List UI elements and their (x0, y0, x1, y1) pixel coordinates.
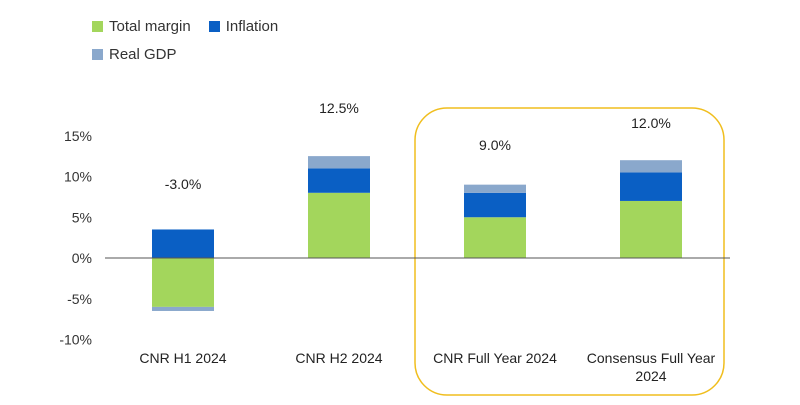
legend-item-total-margin: Total margin (92, 18, 191, 35)
y-tick-label: 10% (64, 169, 92, 185)
category-label: CNR H2 2024 (295, 350, 382, 366)
bar-segment-inflation (308, 168, 370, 193)
total-label: -3.0% (165, 176, 202, 192)
total-label: 9.0% (479, 137, 511, 153)
y-tick-label: 0% (72, 250, 92, 266)
y-tick-label: -5% (67, 291, 92, 307)
legend-item-inflation: Inflation (208, 17, 279, 35)
bar-segment-inflation (152, 229, 214, 258)
total-label: 12.5% (319, 100, 359, 116)
y-tick-label: 15% (64, 128, 92, 144)
bar-segment-total-margin (152, 258, 214, 307)
bar-segment-real-gdp (308, 156, 370, 169)
bar-segment-inflation (464, 192, 526, 218)
category-label: CNR Full Year 2024 (433, 350, 557, 366)
category-label: 2024 (635, 368, 666, 384)
y-tick-label: -10% (59, 332, 92, 348)
category-label: Consensus Full Year (587, 350, 716, 366)
legend-label-total-margin: Total margin (109, 17, 191, 35)
highlight-box (414, 107, 725, 396)
legend-item-real-gdp: Real GDP (92, 46, 177, 63)
category-label: CNR H1 2024 (139, 350, 226, 366)
bar-segment-real-gdp (620, 160, 682, 173)
bar-segment-total-margin (464, 217, 526, 258)
legend-swatch-inflation (208, 20, 220, 32)
legend-swatch-real-gdp (92, 48, 103, 60)
legend: Total margin Inflation Real GDP (92, 12, 296, 68)
legend-label-real-gdp: Real GDP (109, 45, 177, 63)
bar-segment-real-gdp (152, 306, 214, 311)
bar-segment-total-margin (308, 192, 370, 258)
legend-swatch-total-margin (92, 20, 103, 32)
bar-segment-real-gdp (464, 184, 526, 193)
legend-label-inflation: Inflation (225, 17, 279, 35)
bar-segment-total-margin (620, 200, 682, 258)
bar-segment-inflation (620, 172, 682, 201)
total-label: 12.0% (631, 115, 671, 131)
y-tick-label: 5% (72, 209, 92, 225)
